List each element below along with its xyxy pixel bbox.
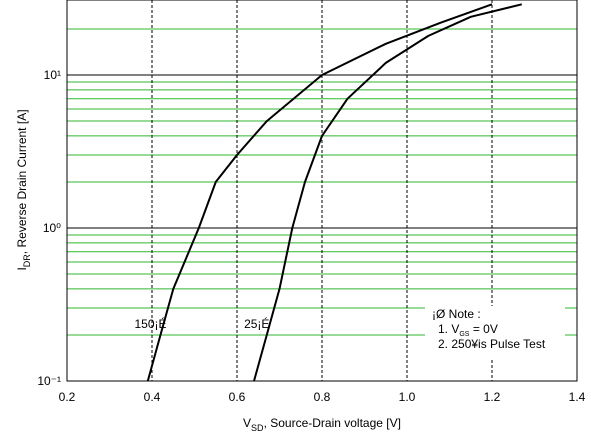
plot-frame: [66, 0, 578, 382]
label-sub: SD: [251, 423, 264, 433]
note-box: [425, 306, 565, 358]
y-axis-label: IDR, Reverse Drain Current [A]: [15, 109, 32, 270]
labels: 10⁻¹ 10⁰ 10¹ 0.2 0.4 0.6 0.8 1.0 1.2 1.4 150¡É 25¡É: [37, 68, 585, 404]
label-sub: DR: [22, 254, 32, 267]
label-text: V: [243, 416, 251, 430]
x-tick-label: 0.2: [59, 390, 76, 404]
x-tick-label: 1.0: [399, 390, 416, 404]
label-text: I: [15, 267, 29, 270]
x-tick-label: 1.4: [569, 390, 586, 404]
y-tick-label: 10⁻¹: [37, 374, 61, 388]
x-axis-label: VSD, Source-Drain voltage [V]: [243, 416, 401, 433]
note-text: = 0V: [469, 322, 497, 336]
curve: [146, 3, 493, 381]
curves: [146, 3, 523, 381]
x-tick-label: 0.8: [314, 390, 331, 404]
note-title: ¡Ø Note :: [432, 307, 481, 321]
note-sub: GS: [459, 331, 469, 338]
x-tick-label: 1.2: [484, 390, 501, 404]
x-tick-label: 0.4: [144, 390, 161, 404]
note-text: 1. V: [438, 322, 459, 336]
note-line: 1. VGS = 0V: [438, 322, 498, 338]
series-label: 150¡É: [134, 316, 166, 331]
y-tick-label: 10⁰: [43, 221, 61, 235]
label-text: , Reverse Drain Current [A]: [15, 109, 29, 254]
series-label: 25¡É: [244, 316, 269, 331]
x-tick-label: 0.6: [229, 390, 246, 404]
y-tick-label: 10¹: [44, 68, 61, 82]
label-text: , Source-Drain voltage [V]: [264, 416, 401, 430]
note-line: 2. 250¥is Pulse Test: [438, 337, 546, 351]
curve: [253, 3, 523, 381]
